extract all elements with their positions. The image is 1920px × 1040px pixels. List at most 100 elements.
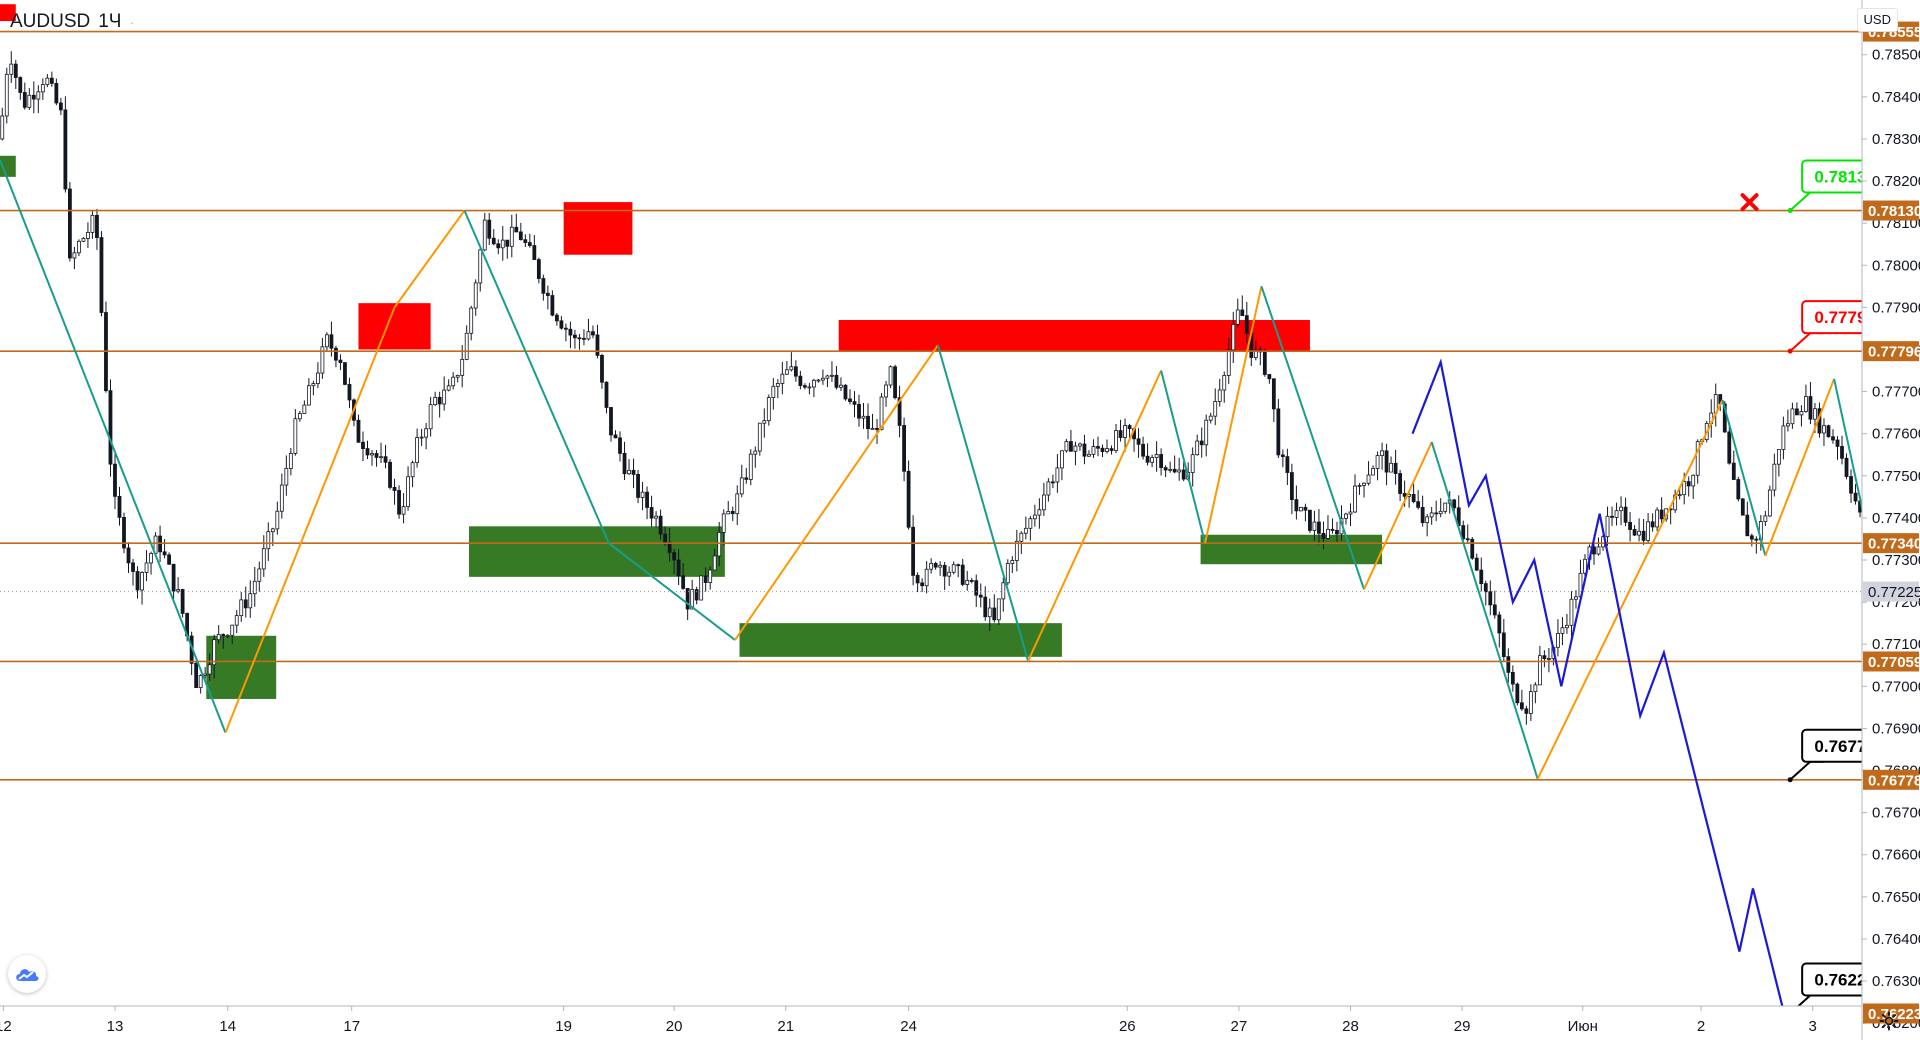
candle-body: [1010, 560, 1015, 564]
candle-body: [13, 63, 18, 78]
candle-body: [397, 490, 401, 515]
tradingview-logo-icon[interactable]: [8, 955, 46, 993]
candle-body: [203, 673, 208, 676]
candle-body: [965, 579, 970, 585]
candle-body: [63, 109, 68, 190]
candle-body: [1375, 455, 1380, 469]
gear-icon[interactable]: [1878, 1010, 1900, 1032]
zigzag-segment: [0, 159, 227, 733]
callout-value: 0.76778: [1814, 737, 1875, 756]
candle-body: [1078, 443, 1082, 447]
candle-body: [1335, 530, 1339, 535]
candle-body: [1204, 419, 1209, 446]
candle-body: [442, 389, 447, 405]
candle-body: [383, 456, 388, 463]
candle-body: [712, 555, 717, 571]
candle-body: [1826, 425, 1831, 438]
symbol-name[interactable]: AUDUSD: [10, 11, 91, 32]
candle-body: [1610, 515, 1614, 518]
candle-body: [266, 531, 271, 550]
candle-body: [1344, 513, 1348, 519]
candle-body: [1772, 463, 1777, 491]
candle-body: [320, 346, 325, 374]
candle-body: [370, 453, 374, 456]
candle-body: [1195, 440, 1200, 456]
candle-body: [1416, 501, 1421, 508]
candle-body: [618, 437, 622, 454]
candle-body: [870, 427, 875, 430]
symbol-legend[interactable]: AUDUSD 1Ч ·: [10, 10, 134, 34]
zigzag-segment: [463, 210, 610, 544]
candle-body: [1172, 468, 1177, 473]
candle-body: [257, 568, 262, 582]
candle-body: [1154, 454, 1159, 458]
candle-body: [1371, 468, 1375, 476]
zigzag-group: [0, 159, 1862, 780]
candle-body: [1749, 535, 1754, 540]
candle-body: [261, 548, 266, 570]
candle-body: [1271, 378, 1276, 410]
level-price-tag: 0.77059: [1863, 651, 1920, 672]
level-tag-label: 0.77059: [1868, 654, 1920, 671]
candle-body: [469, 307, 474, 334]
candle-body: [302, 404, 307, 414]
candle-body: [1348, 511, 1353, 515]
candle-body: [334, 347, 338, 361]
candle-body: [766, 397, 771, 422]
price-callout-0.78130: 0.78130: [1787, 159, 1862, 214]
candle-body: [857, 403, 861, 419]
candle-body: [1150, 457, 1155, 463]
candle-body: [149, 553, 153, 564]
time-tick-label: Июн: [1568, 1018, 1598, 1035]
candle-body: [1136, 438, 1141, 445]
candle-body: [627, 469, 631, 475]
candle-body: [902, 425, 906, 472]
candle-body: [1537, 655, 1542, 686]
candle-body: [1840, 446, 1844, 459]
level-price-tag: 0.77796: [1863, 341, 1920, 362]
candle-body: [1863, 512, 1866, 536]
candle-body: [1240, 309, 1245, 317]
candle-body: [1199, 440, 1204, 446]
candle-body: [1299, 506, 1303, 512]
candle-body: [735, 493, 740, 515]
candle-body: [1217, 389, 1222, 402]
candle-body: [775, 382, 780, 387]
candle-body: [31, 94, 36, 100]
candle-body: [545, 292, 550, 296]
currency-button[interactable]: USD: [1856, 8, 1898, 32]
candle-body: [1317, 521, 1321, 534]
candle-body: [536, 259, 541, 279]
candle-body: [1005, 563, 1010, 584]
candle-body: [645, 491, 649, 508]
candle-body: [816, 379, 821, 382]
interval-label[interactable]: 1Ч: [98, 11, 122, 32]
candle-body: [1623, 506, 1628, 523]
demand-zone-7: [739, 623, 1062, 657]
candle-body: [1285, 456, 1290, 473]
zigzag-segment: [393, 209, 466, 308]
candle-body: [929, 563, 934, 570]
candle-body: [140, 572, 144, 591]
candle-body: [99, 237, 104, 313]
candle-body: [1235, 309, 1240, 325]
candle-body: [95, 214, 99, 238]
candle-body: [505, 239, 510, 247]
candle-body: [1650, 521, 1655, 528]
candle-body: [600, 354, 604, 383]
candle-body: [1740, 498, 1745, 516]
candle-body: [1280, 454, 1285, 458]
red-x-icon: [1740, 193, 1759, 212]
candle-body: [131, 562, 135, 572]
level-tag-label: 0.77340: [1868, 536, 1920, 553]
candle-body: [1019, 532, 1024, 542]
supply-zone-2: [358, 303, 431, 350]
candle-body: [825, 375, 830, 379]
zigzag-segment: [1027, 370, 1163, 662]
candle-body: [1393, 462, 1398, 474]
zigzag-segment: [1536, 399, 1724, 780]
candle-body: [1429, 512, 1434, 518]
